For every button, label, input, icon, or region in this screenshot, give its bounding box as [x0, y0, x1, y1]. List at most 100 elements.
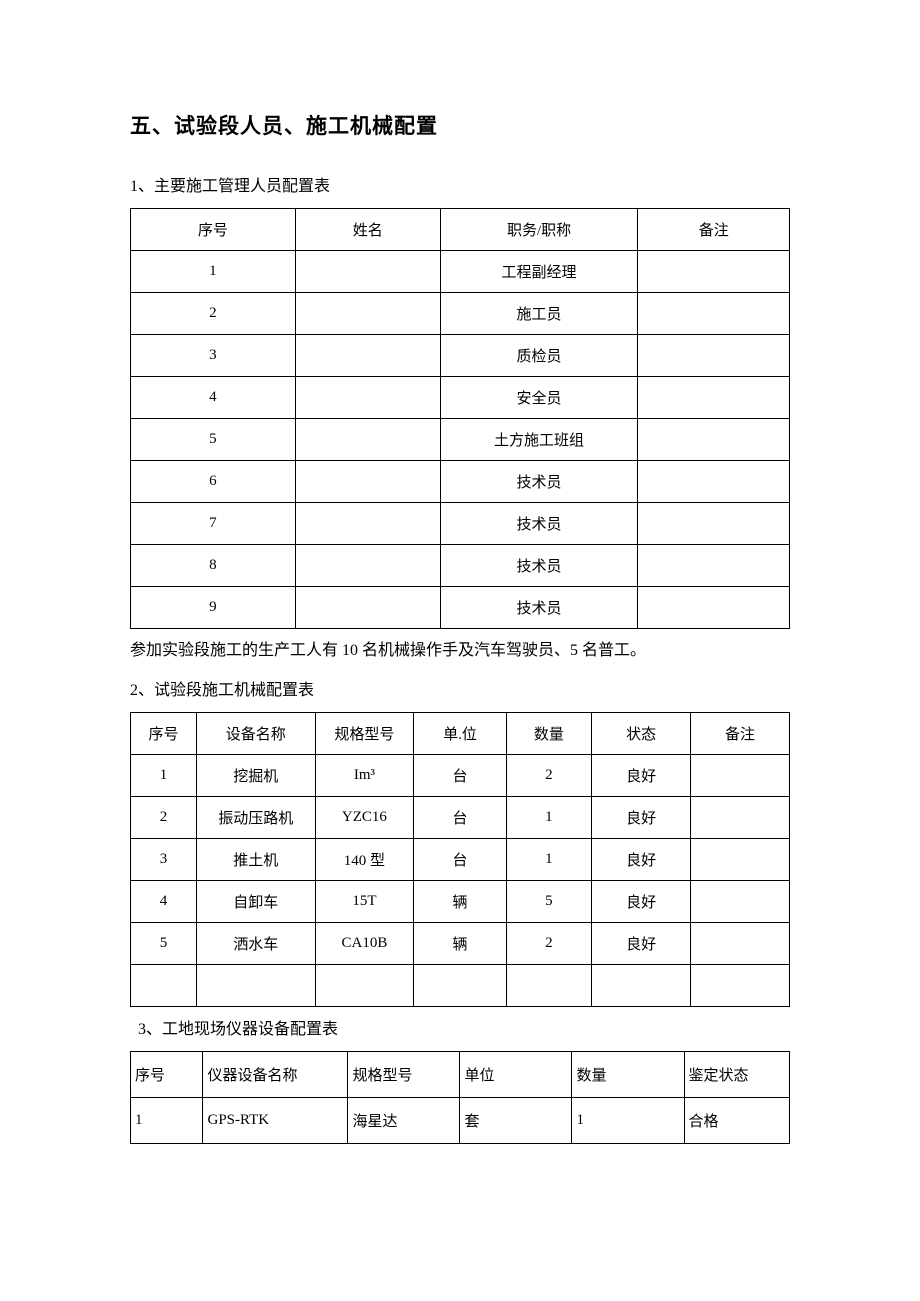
- personnel-table: 序号 姓名 职务/职称 备注 1 工程副经理 2 施工员 3 质检员 4 安全员…: [130, 208, 790, 629]
- header-name: 姓名: [295, 209, 440, 251]
- cell-role: 工程副经理: [440, 251, 638, 293]
- cell-dev: 推土机: [196, 838, 315, 880]
- cell-seq: 1: [131, 1097, 203, 1143]
- cell-name: [295, 503, 440, 545]
- table-row: 6 技术员: [131, 461, 790, 503]
- cell-name: [295, 419, 440, 461]
- header-stat: 状态: [592, 712, 691, 754]
- header-spec: 规格型号: [348, 1051, 460, 1097]
- cell-name: [295, 293, 440, 335]
- header-qty: 数量: [572, 1051, 684, 1097]
- cell-seq: [131, 964, 197, 1006]
- cell-name: [295, 377, 440, 419]
- cell-qty: 1: [506, 796, 592, 838]
- instrument-table: 序号 仪器设备名称 规格型号 单位 数量 鉴定状态 1 GPS-RTK 海星达 …: [130, 1051, 790, 1144]
- cell-note: [638, 419, 790, 461]
- cell-seq: 2: [131, 293, 296, 335]
- cell-dev: [196, 964, 315, 1006]
- cell-qty: 1: [506, 838, 592, 880]
- cell-unit: 台: [414, 838, 506, 880]
- cell-seq: 9: [131, 587, 296, 629]
- cell-dev: 振动压路机: [196, 796, 315, 838]
- cell-stat: 良好: [592, 922, 691, 964]
- cell-dev: 洒水车: [196, 922, 315, 964]
- header-stat: 鉴定状态: [684, 1051, 790, 1097]
- section-title: 五、试验段人员、施工机械配置: [130, 110, 790, 140]
- cell-note: [691, 880, 790, 922]
- table-header-row: 序号 设备名称 规格型号 单.位 数量 状态 备注: [131, 712, 790, 754]
- cell-seq: 5: [131, 419, 296, 461]
- cell-unit: 辆: [414, 922, 506, 964]
- cell-note: [638, 503, 790, 545]
- cell-spec: 140 型: [315, 838, 414, 880]
- cell-stat: [592, 964, 691, 1006]
- header-note: 备注: [691, 712, 790, 754]
- sub-title-2: 2、试验段施工机械配置表: [130, 676, 790, 700]
- table-row: 3 质检员: [131, 335, 790, 377]
- table-header-row: 序号 仪器设备名称 规格型号 单位 数量 鉴定状态: [131, 1051, 790, 1097]
- cell-note: [691, 964, 790, 1006]
- cell-unit: 辆: [414, 880, 506, 922]
- cell-note: [638, 461, 790, 503]
- table-row: 1 工程副经理: [131, 251, 790, 293]
- cell-role: 施工员: [440, 293, 638, 335]
- sub-title-1: 1、主要施工管理人员配置表: [130, 172, 790, 196]
- cell-note: [638, 335, 790, 377]
- table-row: 7 技术员: [131, 503, 790, 545]
- cell-role: 土方施工班组: [440, 419, 638, 461]
- cell-name: [295, 461, 440, 503]
- cell-note: [638, 251, 790, 293]
- sub-title-3: 3、工地现场仪器设备配置表: [130, 1015, 790, 1039]
- cell-note: [691, 754, 790, 796]
- cell-role: 技术员: [440, 461, 638, 503]
- cell-unit: 台: [414, 796, 506, 838]
- cell-qty: 2: [506, 922, 592, 964]
- table-row: 5 洒水车 CA10B 辆 2 良好: [131, 922, 790, 964]
- header-role: 职务/职称: [440, 209, 638, 251]
- cell-seq: 4: [131, 880, 197, 922]
- table-row: 8 技术员: [131, 545, 790, 587]
- cell-stat: 合格: [684, 1097, 790, 1143]
- table-row: 2 施工员: [131, 293, 790, 335]
- cell-spec: CA10B: [315, 922, 414, 964]
- table-row: 5 土方施工班组: [131, 419, 790, 461]
- table-row: [131, 964, 790, 1006]
- cell-qty: [506, 964, 592, 1006]
- cell-seq: 1: [131, 251, 296, 293]
- header-qty: 数量: [506, 712, 592, 754]
- table-row: 4 安全员: [131, 377, 790, 419]
- cell-stat: 良好: [592, 796, 691, 838]
- cell-role: 安全员: [440, 377, 638, 419]
- cell-seq: 7: [131, 503, 296, 545]
- header-unit: 单位: [460, 1051, 572, 1097]
- cell-stat: 良好: [592, 838, 691, 880]
- header-seq: 序号: [131, 209, 296, 251]
- cell-role: 技术员: [440, 545, 638, 587]
- cell-dev: GPS-RTK: [203, 1097, 348, 1143]
- cell-seq: 1: [131, 754, 197, 796]
- cell-seq: 6: [131, 461, 296, 503]
- cell-stat: 良好: [592, 880, 691, 922]
- cell-stat: 良好: [592, 754, 691, 796]
- cell-dev: 挖掘机: [196, 754, 315, 796]
- table-row: 1 GPS-RTK 海星达 套 1 合格: [131, 1097, 790, 1143]
- cell-name: [295, 587, 440, 629]
- header-seq: 序号: [131, 712, 197, 754]
- header-dev: 仪器设备名称: [203, 1051, 348, 1097]
- table-row: 4 自卸车 15T 辆 5 良好: [131, 880, 790, 922]
- cell-note: [691, 838, 790, 880]
- cell-seq: 5: [131, 922, 197, 964]
- table-header-row: 序号 姓名 职务/职称 备注: [131, 209, 790, 251]
- cell-spec: YZC16: [315, 796, 414, 838]
- header-seq: 序号: [131, 1051, 203, 1097]
- cell-qty: 2: [506, 754, 592, 796]
- cell-qty: 5: [506, 880, 592, 922]
- cell-dev: 自卸车: [196, 880, 315, 922]
- cell-note: [638, 587, 790, 629]
- cell-note: [691, 796, 790, 838]
- table-row: 9 技术员: [131, 587, 790, 629]
- cell-unit: 套: [460, 1097, 572, 1143]
- cell-unit: 台: [414, 754, 506, 796]
- cell-spec: [315, 964, 414, 1006]
- cell-seq: 8: [131, 545, 296, 587]
